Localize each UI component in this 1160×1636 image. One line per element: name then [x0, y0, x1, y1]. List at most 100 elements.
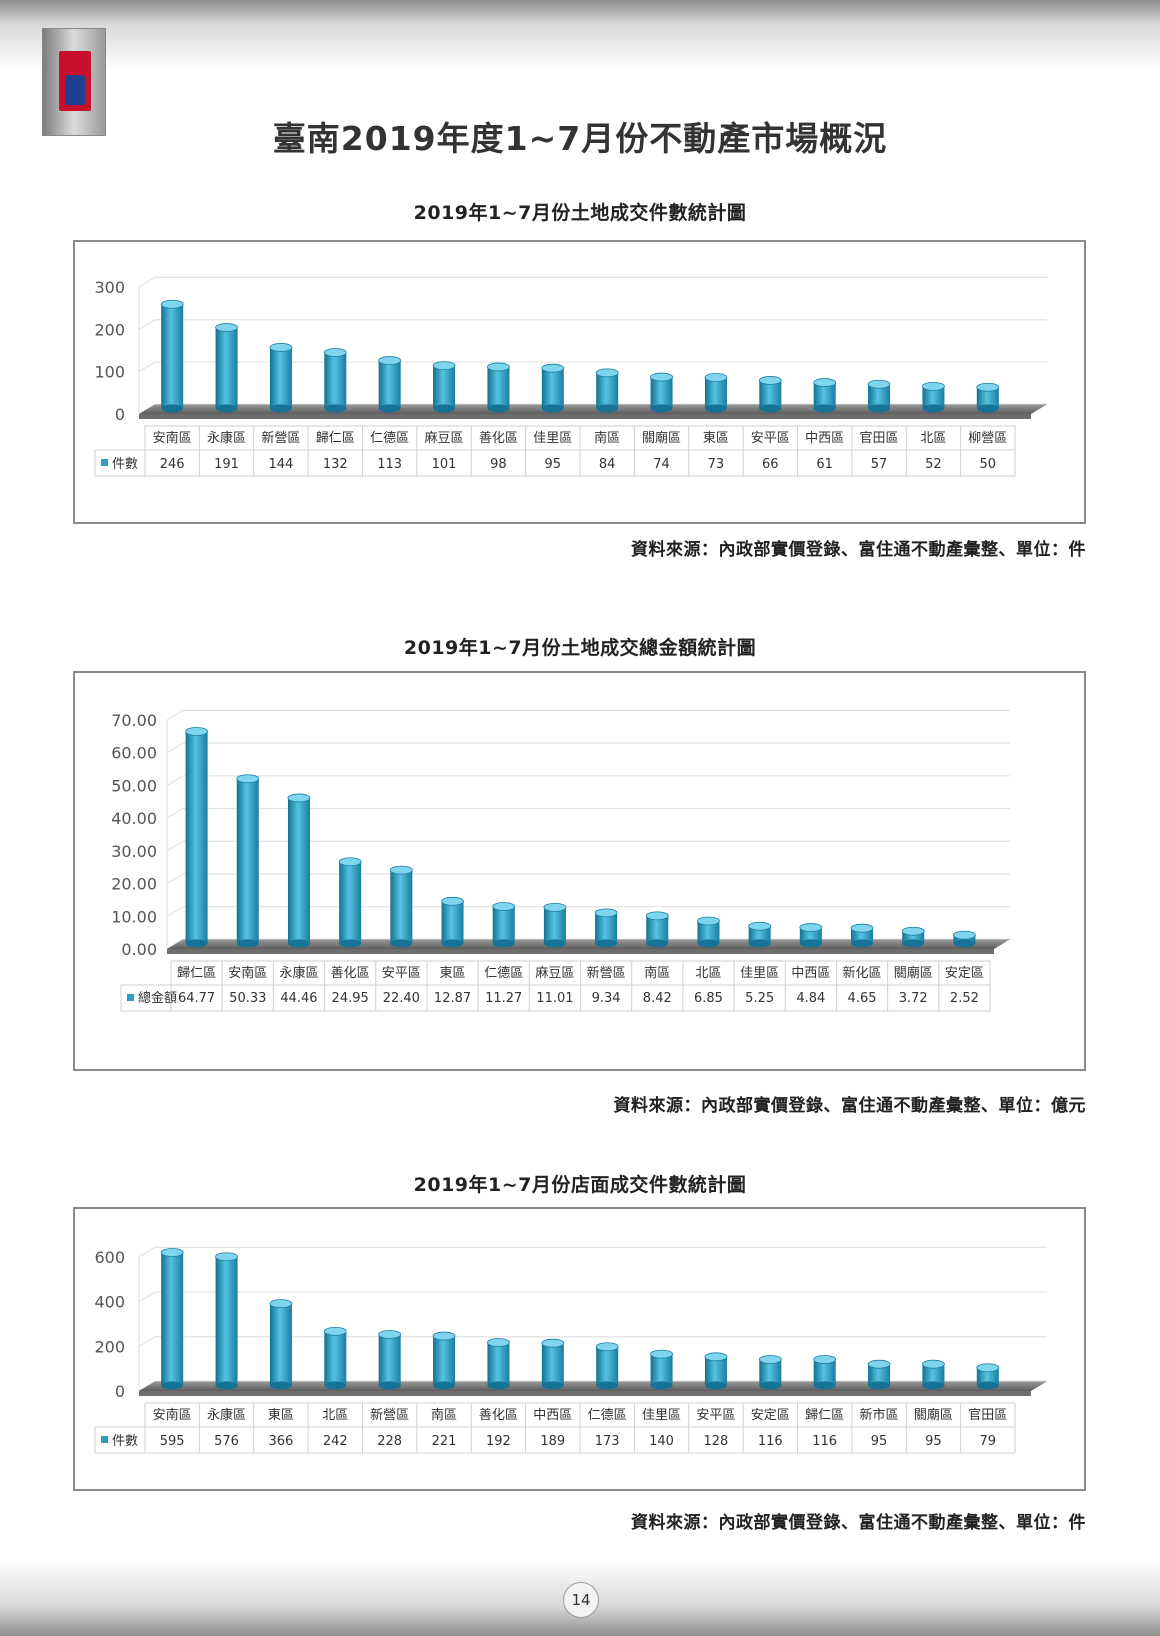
page-number: 14: [563, 1582, 599, 1618]
chart-source-note: 資料來源：內政部實價登錄、富住通不動產彙整、單位：件: [631, 540, 1086, 560]
y-tick-label: 100: [94, 363, 125, 382]
x-tick-label: 東區: [268, 1407, 294, 1423]
x-tick-label: 麻豆區: [425, 431, 464, 446]
bar: [922, 1364, 945, 1386]
bar-base: [541, 404, 564, 413]
chart-floor: [167, 939, 1010, 949]
data-label: 95: [545, 457, 562, 472]
bar-base: [799, 939, 822, 948]
gridline: [166, 742, 184, 754]
x-tick-label: 佳里區: [533, 431, 572, 446]
data-label: 12.87: [434, 991, 471, 1006]
chart-source-note: 資料來源：內政部實價登錄、富住通不動產彙整、單位：件: [631, 1513, 1086, 1533]
data-label: 191: [214, 457, 239, 472]
x-tick-label: 北區: [920, 431, 946, 446]
bar: [697, 920, 720, 944]
data-label: 50.33: [229, 991, 266, 1006]
brand-mark-icon: [59, 51, 91, 111]
data-label: 57: [871, 457, 888, 472]
x-tick-label: 柳營區: [968, 431, 1007, 446]
x-tick-label: 安平區: [696, 1408, 735, 1423]
logo: [42, 28, 106, 136]
bar-base: [646, 939, 669, 948]
x-tick-label: 北區: [695, 966, 721, 981]
bar: [704, 377, 727, 409]
bar-base: [922, 404, 945, 413]
bar: [704, 1356, 727, 1386]
y-tick-label: 10.00: [111, 907, 157, 926]
bar-base: [922, 1381, 945, 1390]
bar-base: [324, 1381, 347, 1390]
y-tick-label: 300: [94, 278, 125, 297]
bar-cap: [269, 343, 293, 352]
gridline: [138, 319, 156, 330]
x-tick-label: 仁德區: [484, 966, 523, 981]
x-tick-label: 東區: [703, 430, 729, 446]
bar-base: [650, 1381, 673, 1390]
bar: [650, 377, 673, 409]
top-decorative-band: [0, 0, 1160, 70]
bar-cap: [338, 857, 362, 867]
y-tick-label: 400: [94, 1293, 125, 1312]
x-tick-label: 關廟區: [914, 1407, 953, 1423]
bar: [161, 304, 184, 409]
data-label: 74: [653, 457, 670, 472]
bar-base: [813, 1381, 836, 1390]
data-label: 4.65: [848, 991, 877, 1006]
page-title: 臺南2019年度1~7月份不動產市場概況: [272, 119, 888, 158]
bar: [596, 372, 619, 409]
data-label: 64.77: [178, 991, 215, 1006]
gridline: [166, 709, 184, 721]
bar-cap: [378, 1330, 402, 1339]
bar-cap: [269, 1299, 293, 1309]
bar-base: [976, 1381, 999, 1390]
bar: [487, 1342, 510, 1386]
bar-cap: [813, 378, 837, 387]
y-tick-label: 30.00: [111, 842, 157, 861]
x-tick-label: 善化區: [479, 1407, 518, 1423]
data-label: 192: [486, 1434, 511, 1449]
bar: [492, 906, 515, 944]
x-tick-label: 歸仁區: [805, 1408, 844, 1423]
data-label: 9.34: [592, 991, 621, 1006]
bar-cap: [441, 896, 464, 906]
x-tick-label: 麻豆區: [535, 966, 574, 981]
x-tick-label: 新化區: [843, 965, 882, 981]
bar-cap: [323, 348, 347, 357]
x-tick-label: 中西區: [791, 966, 830, 981]
gridline: [166, 775, 184, 786]
gridline: [166, 906, 184, 917]
bar-base: [324, 404, 347, 413]
x-tick-label: 安南區: [153, 430, 192, 446]
chart-land-amount-plot: 0.00 10.00 20.00 30.00 40.00 50.00 60.00 70.00 總…: [111, 709, 1010, 1012]
legend-label: 件數: [112, 457, 138, 472]
chart-source-note: 資料來源：內政部實價登錄、富住通不動產彙整、單位：億元: [613, 1096, 1086, 1116]
bar-cap: [758, 1355, 782, 1364]
data-label: 4.84: [796, 991, 825, 1006]
bar-base: [902, 939, 925, 948]
x-tick-label: 新市區: [860, 1407, 899, 1423]
bar-cap: [799, 923, 823, 932]
chart-title: 2019年1~7月份土地成交總金額統計圖: [403, 637, 757, 659]
bar: [433, 1336, 456, 1386]
data-label: 98: [490, 457, 507, 472]
bar-cap: [867, 379, 891, 389]
bar-cap: [748, 921, 772, 931]
x-tick-label: 官田區: [860, 430, 899, 446]
bar-base: [650, 404, 673, 413]
chart-floor-edge: [167, 949, 994, 954]
bar-base: [161, 404, 184, 413]
x-tick-label: 安南區: [228, 965, 267, 981]
bar-cap: [160, 299, 184, 309]
bar: [390, 870, 413, 944]
x-tick-label: 安平區: [751, 431, 790, 446]
bar-base: [759, 1381, 782, 1390]
bar: [269, 1303, 292, 1386]
bar: [324, 1331, 347, 1386]
bar-base: [868, 404, 891, 413]
bar-base: [269, 404, 292, 413]
legend-label: 總金額: [138, 990, 177, 1006]
x-tick-label: 永康區: [207, 1407, 246, 1423]
